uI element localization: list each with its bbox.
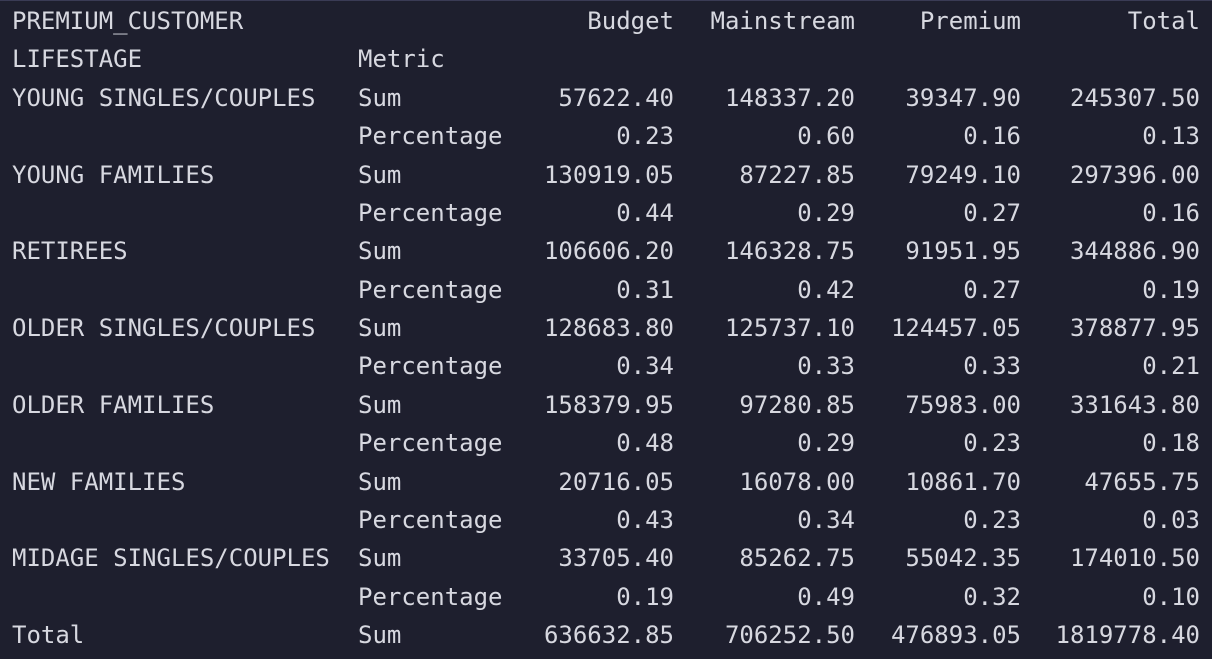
row-metric-label: Sum (358, 621, 402, 649)
cell-budget: 0.19 (616, 583, 674, 611)
cell-mainstream: 0.34 (797, 506, 855, 534)
cell-mainstream: 146328.75 (724, 237, 855, 265)
cell-premium: 124457.05 (890, 314, 1021, 342)
cell-total: 1819778.40 (1055, 621, 1201, 649)
row-metric-label: Sum (358, 544, 402, 572)
row-metric-label: Sum (358, 468, 402, 496)
cell-premium: 39347.90 (905, 84, 1021, 112)
cell-premium: 0.33 (963, 352, 1021, 380)
cell-premium: 75983.00 (905, 391, 1021, 419)
cell-premium: 79249.10 (905, 161, 1021, 189)
cell-mainstream: 148337.20 (724, 84, 855, 112)
row-lifestage-label: OLDER SINGLES/COUPLES (12, 314, 316, 342)
row-index-name: LIFESTAGE (12, 45, 143, 73)
row-metric-label: Percentage (358, 583, 503, 611)
cell-total: 0.16 (1142, 199, 1200, 227)
cell-premium: 0.32 (963, 583, 1021, 611)
cell-premium: 0.27 (963, 276, 1021, 304)
cell-premium: 55042.35 (905, 544, 1021, 572)
cell-mainstream: 0.33 (797, 352, 855, 380)
cell-premium: 10861.70 (905, 468, 1021, 496)
cell-mainstream: 85262.75 (739, 544, 855, 572)
cell-budget: 20716.05 (558, 468, 674, 496)
cell-mainstream: 87227.85 (739, 161, 855, 189)
row-metric-label: Percentage (358, 506, 503, 534)
column-header-budget: Budget (587, 7, 674, 35)
cell-mainstream: 16078.00 (739, 468, 855, 496)
cell-mainstream: 0.49 (797, 583, 855, 611)
cell-premium: 91951.95 (905, 237, 1021, 265)
row-metric-label: Sum (358, 391, 402, 419)
cell-budget: 33705.40 (558, 544, 674, 572)
cell-premium: 0.16 (963, 122, 1021, 150)
row-lifestage-label: NEW FAMILIES (12, 468, 186, 496)
column-header-mainstream: Mainstream (710, 7, 856, 35)
column-header-premium: Premium (919, 7, 1021, 35)
cell-total: 331643.80 (1069, 391, 1200, 419)
cell-budget: 130919.05 (543, 161, 674, 189)
cell-total: 174010.50 (1069, 544, 1200, 572)
row-lifestage-label: OLDER FAMILIES (12, 391, 215, 419)
cell-premium: 0.23 (963, 506, 1021, 534)
cell-budget: 0.34 (616, 352, 674, 380)
cell-budget: 636632.85 (543, 621, 674, 649)
row-metric-label: Sum (358, 237, 402, 265)
cell-total: 378877.95 (1069, 314, 1200, 342)
row-metric-label: Percentage (358, 122, 503, 150)
cell-mainstream: 125737.10 (724, 314, 855, 342)
row-lifestage-label: Total (12, 621, 85, 649)
cell-budget: 106606.20 (543, 237, 674, 265)
cell-budget: 0.23 (616, 122, 674, 150)
cell-premium: 0.23 (963, 429, 1021, 457)
cell-budget: 128683.80 (543, 314, 674, 342)
row-metric-label: Sum (358, 314, 402, 342)
cell-mainstream: 0.60 (797, 122, 855, 150)
cell-budget: 0.43 (616, 506, 674, 534)
cell-budget: 0.44 (616, 199, 674, 227)
cell-budget: 0.48 (616, 429, 674, 457)
column-index-name: PREMIUM_CUSTOMER (12, 7, 244, 35)
cell-budget: 0.31 (616, 276, 674, 304)
cell-premium: 0.27 (963, 199, 1021, 227)
cell-total: 0.03 (1142, 506, 1200, 534)
cell-mainstream: 0.42 (797, 276, 855, 304)
row-metric-label: Sum (358, 84, 402, 112)
cell-total: 0.21 (1142, 352, 1200, 380)
cell-total: 344886.90 (1069, 237, 1200, 265)
cell-mainstream: 97280.85 (739, 391, 855, 419)
row-metric-label: Percentage (358, 429, 503, 457)
row-lifestage-label: MIDAGE SINGLES/COUPLES (12, 544, 330, 572)
cell-total: 0.18 (1142, 429, 1200, 457)
cell-total: 0.10 (1142, 583, 1200, 611)
row-metric-label: Sum (358, 161, 402, 189)
row-metric-label: Percentage (358, 199, 503, 227)
cell-premium: 476893.05 (890, 621, 1021, 649)
cell-mainstream: 0.29 (797, 199, 855, 227)
row-lifestage-label: RETIREES (12, 237, 128, 265)
row-metric-label: Percentage (358, 352, 503, 380)
cell-mainstream: 706252.50 (724, 621, 855, 649)
row-lifestage-label: YOUNG SINGLES/COUPLES (12, 84, 316, 112)
cell-total: 47655.75 (1084, 468, 1200, 496)
cell-budget: 57622.40 (558, 84, 674, 112)
cell-total: 297396.00 (1069, 161, 1200, 189)
row-lifestage-label: YOUNG FAMILIES (12, 161, 215, 189)
metric-header: Metric (358, 45, 445, 73)
cell-total: 245307.50 (1069, 84, 1200, 112)
cell-mainstream: 0.29 (797, 429, 855, 457)
row-metric-label: Percentage (358, 276, 503, 304)
cell-total: 0.19 (1142, 276, 1200, 304)
cell-total: 0.13 (1142, 122, 1200, 150)
cell-budget: 158379.95 (543, 391, 674, 419)
column-header-total: Total (1127, 7, 1200, 35)
